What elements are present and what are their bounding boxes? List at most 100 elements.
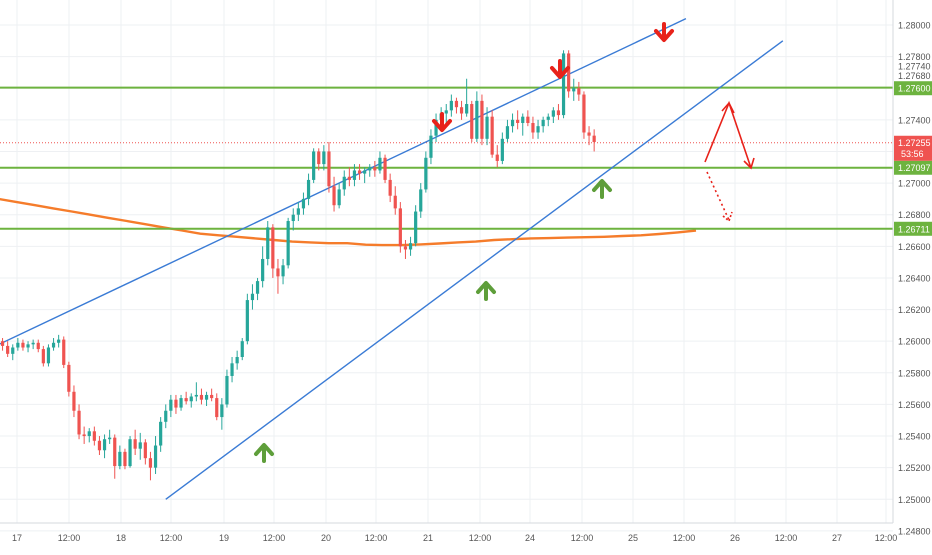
candle [485,107,489,146]
candle [490,110,494,158]
candle [271,224,275,278]
candle-body [276,268,280,277]
y-tick-label: 1.26400 [898,273,931,283]
candle [449,94,453,117]
candle-body [87,431,91,437]
candle-body [266,227,270,259]
candle [516,110,520,130]
candle [245,293,249,345]
candle-body [92,431,96,441]
candle [266,221,270,266]
up-arrow-icon [254,443,274,463]
candle [250,284,255,310]
candle [21,339,25,351]
x-tick-label: 12:00 [365,533,388,543]
candle-body [495,154,499,161]
candle-body [317,151,321,165]
x-tick-label: 12:00 [875,533,898,543]
ma-line [0,197,697,247]
candle-body [210,394,214,399]
candle-body [378,157,382,171]
candle-body [194,394,198,397]
x-tick-label: 25 [628,533,638,543]
candle [174,394,178,414]
candle [113,434,117,479]
candle-body [133,439,137,449]
x-tick-label: 12:00 [263,533,286,543]
candle-body [490,116,494,155]
candle [546,113,550,127]
candle-body [291,214,295,222]
candle-body [26,344,30,348]
candle [332,176,336,212]
x-tick-label: 12:00 [58,533,81,543]
candle-body [470,104,474,139]
candle-body [587,132,591,136]
candle [261,246,265,288]
candle-body [368,167,372,171]
y-tick-label: 1.25800 [898,368,931,378]
candle-body [480,100,484,139]
candle-body [230,363,234,376]
candle [526,110,530,127]
candle-body [102,439,107,451]
candle [301,192,306,215]
candle [153,436,158,474]
projection-dotted [706,171,730,221]
candle-body [332,186,336,206]
candle [572,78,576,101]
candle-body [164,410,168,422]
candle-body [373,167,377,171]
candle-body [403,246,408,250]
candle [67,361,71,397]
candle-body [347,176,351,180]
candle [148,451,153,481]
candle [470,100,474,142]
candle-body [179,398,183,408]
y-tick-label: 1.27740 [898,62,931,72]
candle-body [169,399,173,411]
y-tick-label: 1.26800 [898,210,931,220]
candle [169,394,173,418]
candle-body [388,179,392,196]
candle-body [516,119,520,124]
x-tick-label: 17 [12,533,22,543]
candle [306,173,311,206]
candle-body [414,211,418,244]
candle-body [215,398,219,418]
y-tick-label: 1.27400 [898,115,931,125]
candle [240,338,244,361]
candle-body [16,342,20,348]
countdown-label: 53:56 [901,149,924,159]
candle [41,345,45,367]
candle [230,356,234,383]
candle [505,119,510,142]
candle-body [159,421,163,446]
candle-body [271,227,275,269]
candle [138,432,142,460]
candle [215,393,219,421]
candle [541,116,545,133]
candle [87,428,91,443]
x-tick-label: 18 [116,533,126,543]
candle [189,393,193,408]
level-price-label: 1.27097 [898,163,931,173]
candle-body [363,170,367,174]
candle [551,107,555,124]
candle-body [138,442,142,449]
candle-body [240,341,244,357]
candle [204,391,209,407]
candle [531,116,535,139]
x-tick-label: 12:00 [571,533,594,543]
candle [6,341,10,357]
candle [296,202,300,222]
annotations [254,22,755,463]
candle-body [108,437,112,440]
candle [159,417,163,452]
candle-body [465,104,469,114]
candle-body [72,391,76,411]
candle-body [261,258,265,282]
down-arrow-icon [654,22,674,42]
